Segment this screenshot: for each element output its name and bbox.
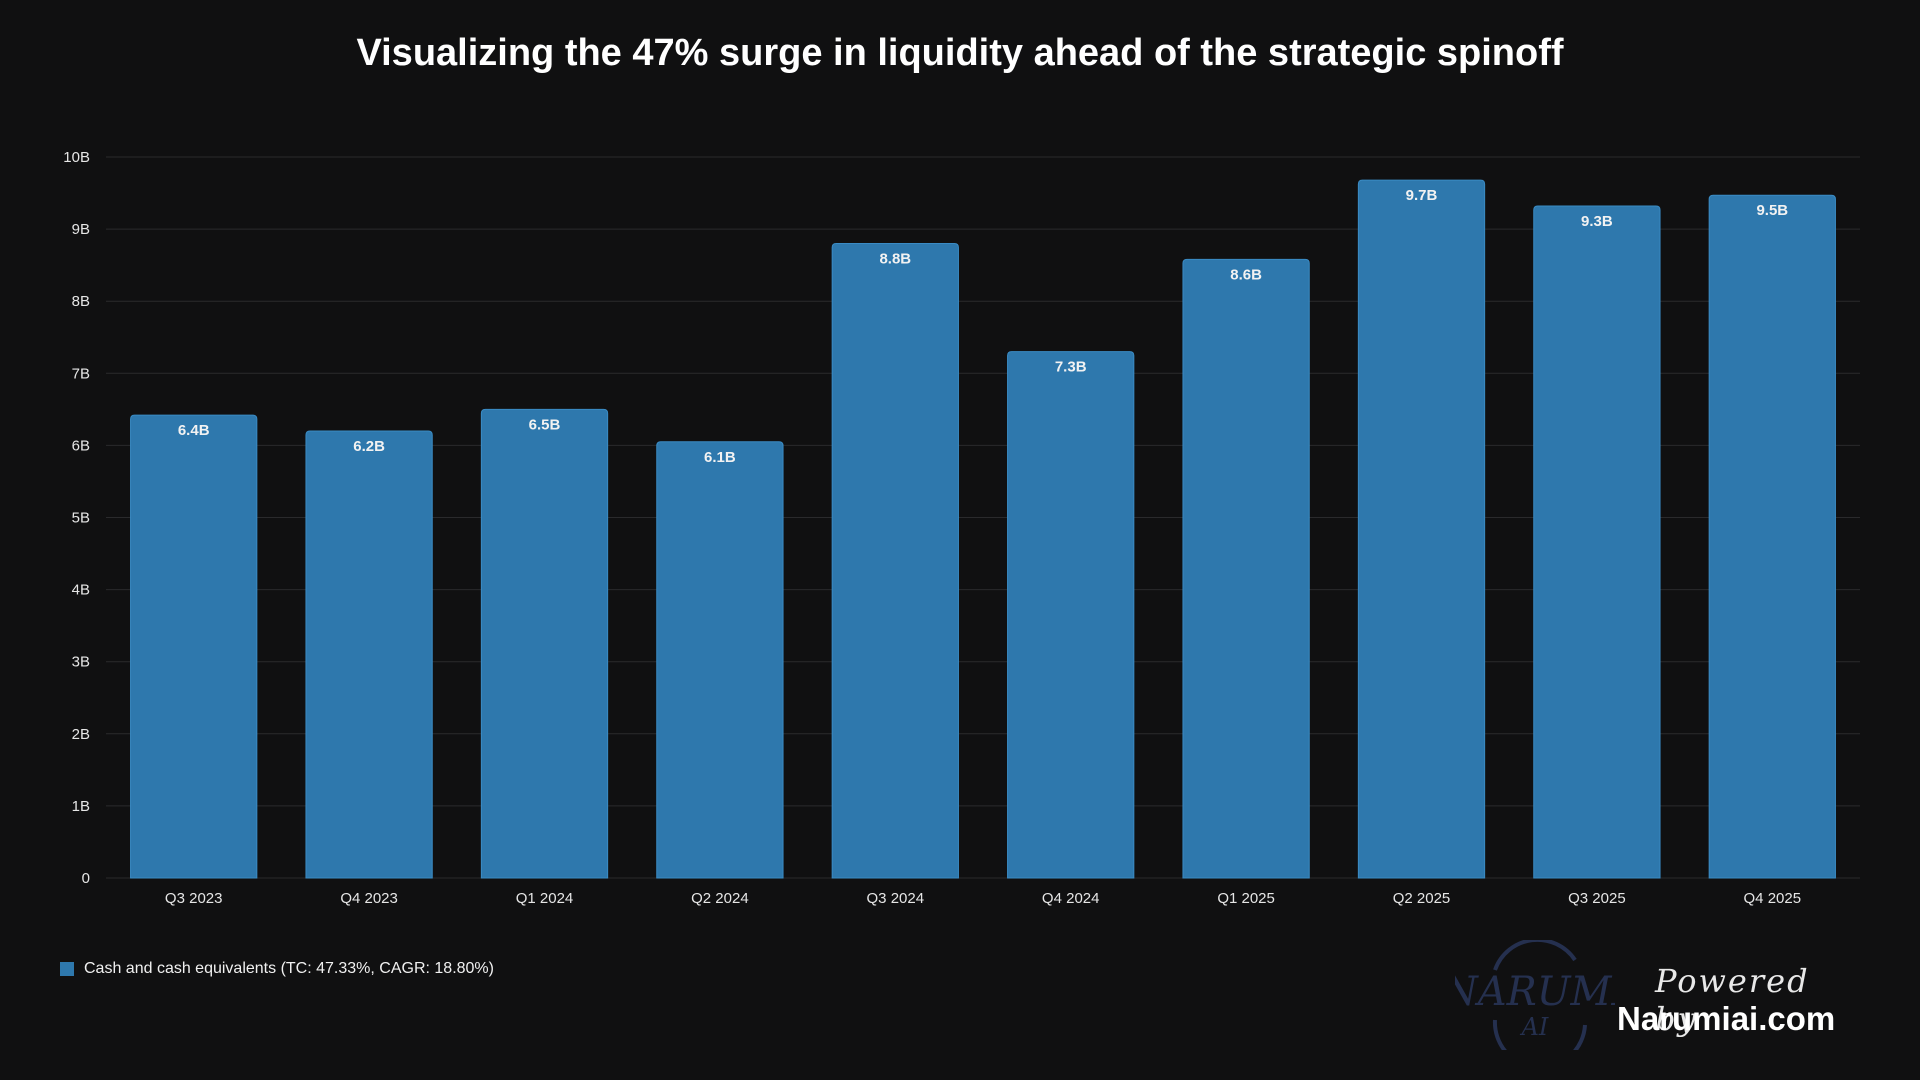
bar[interactable] [656,441,784,879]
x-category-label: Q2 2025 [1393,890,1451,907]
bar[interactable] [305,430,433,879]
data-labels: 6.4B 6.2B 6.5B 6.1B 8.8B 7.3B 8.6B 9.7B 9.3B 9.5B [178,187,1788,466]
bar[interactable] [831,243,959,879]
data-label: 6.4B [178,422,210,439]
y-tick-label: 9B [72,221,90,238]
y-tick-label: 10B [63,149,90,166]
bar[interactable] [1533,205,1661,879]
data-label: 6.1B [704,449,736,466]
x-category-label: Q3 2023 [165,890,223,907]
y-tick-label: 5B [72,510,90,527]
bar[interactable] [1708,194,1836,879]
bar[interactable] [1357,179,1486,879]
data-label: 9.3B [1581,213,1613,230]
y-tick-label: 2B [72,726,90,743]
bar[interactable] [480,408,609,879]
legend[interactable]: Cash and cash equivalents (TC: 47.33%, C… [60,960,494,978]
bar[interactable] [1007,351,1135,879]
x-category-label: Q1 2024 [516,890,574,907]
x-axis-categories: Q3 2023 Q4 2023 Q1 2024 Q2 2024 Q3 2024 Q4 20… [165,890,1801,907]
powered-by-text: Powered by [1655,962,1810,1038]
legend-swatch [60,962,74,976]
y-tick-label: 0 [82,870,90,887]
y-tick-label: 3B [72,654,90,671]
chart-title: Visualizing the 47% surge in liquidity a… [356,32,1564,74]
narumi-logo-icon: NARUMI AI [1455,940,1615,1050]
y-tick-label: 4B [72,582,90,599]
branding: NARUMI AI Powered by Narumiai.com [1455,940,1855,1050]
data-label: 9.7B [1406,187,1438,204]
x-category-label: Q3 2024 [867,890,925,907]
x-category-label: Q4 2023 [340,890,398,907]
data-label: 6.5B [529,416,561,433]
y-axis-ticks: 0 1B 2B 3B 4B 5B 6B 7B 8B 9B 10B [63,149,90,887]
x-category-label: Q4 2024 [1042,890,1100,907]
y-tick-label: 6B [72,437,90,454]
y-tick-label: 1B [72,798,90,815]
x-category-label: Q3 2025 [1568,890,1626,907]
x-category-label: Q2 2024 [691,890,749,907]
x-category-label: Q4 2025 [1744,890,1802,907]
x-category-label: Q1 2025 [1217,890,1275,907]
legend-label: Cash and cash equivalents (TC: 47.33%, C… [84,960,494,977]
logo-text: NARUMI [1455,969,1615,1015]
data-label: 9.5B [1756,202,1788,219]
bar[interactable] [130,414,258,879]
data-label: 6.2B [353,438,385,455]
logo-sub: AI [1520,1013,1549,1041]
data-label: 7.3B [1055,359,1087,376]
brand-site-link[interactable]: Narumiai.com [1617,1000,1836,1037]
bars [130,179,1836,879]
y-tick-label: 7B [72,365,90,382]
bar[interactable] [1182,258,1310,879]
data-label: 8.6B [1230,266,1262,283]
y-tick-label: 8B [72,293,90,310]
data-label: 8.8B [879,251,911,268]
